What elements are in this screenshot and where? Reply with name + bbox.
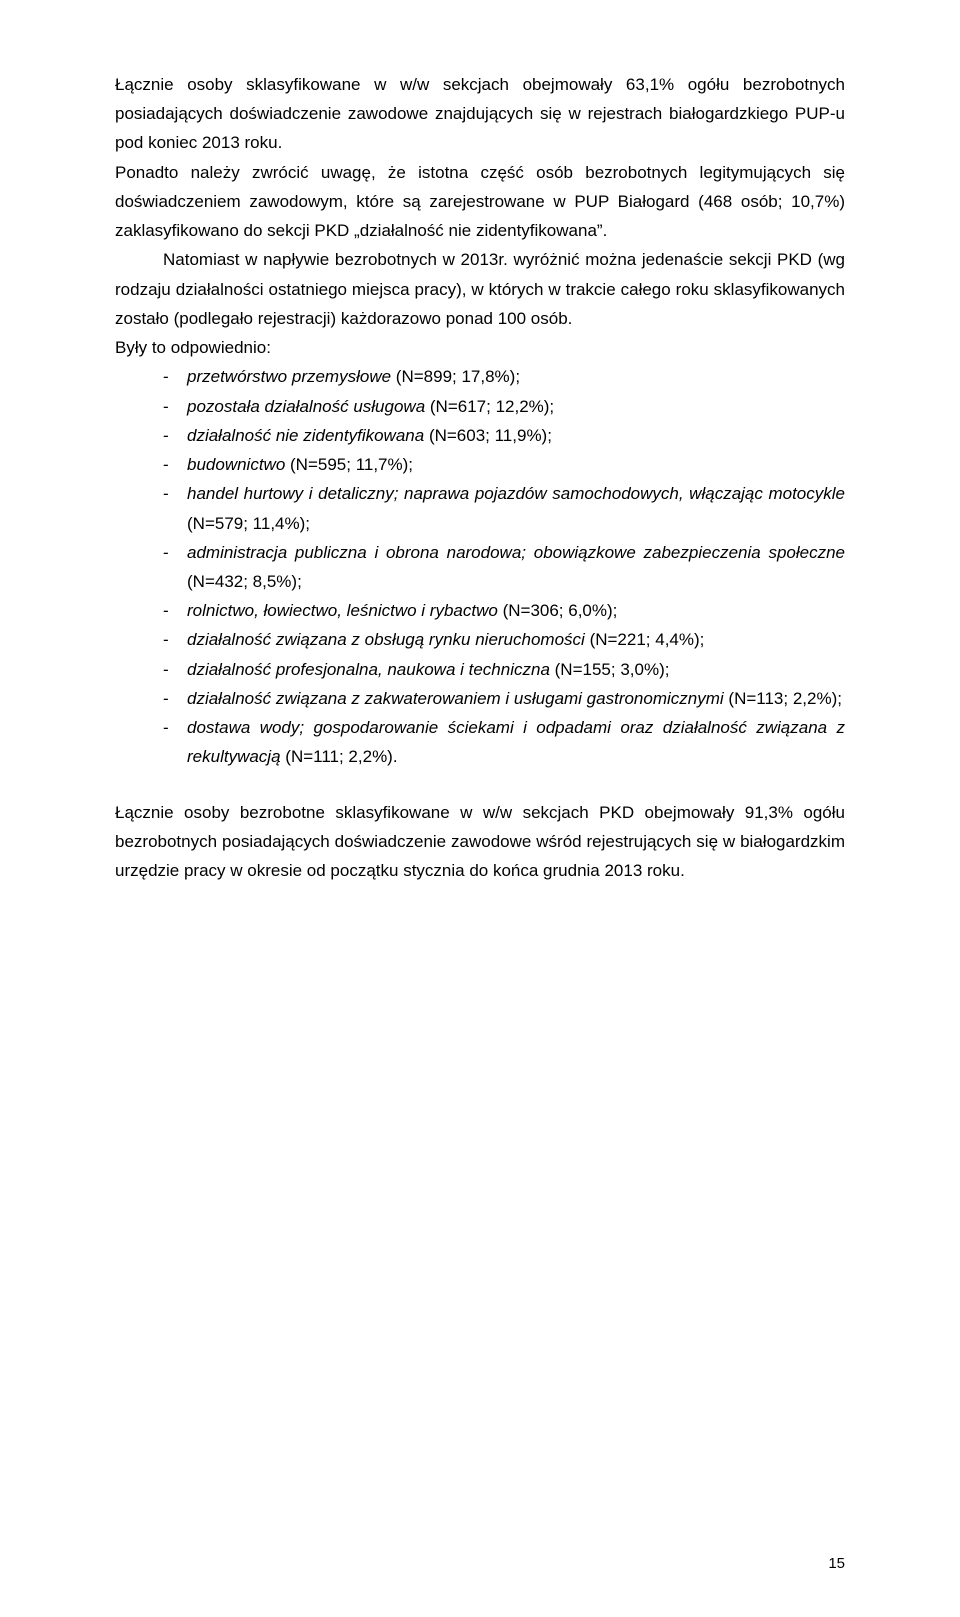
page-number: 15 xyxy=(828,1551,845,1577)
list-item: budownictwo (N=595; 11,7%); xyxy=(115,450,845,479)
list-item-label: pozostała działalność usługowa xyxy=(187,397,425,416)
paragraph-3: Natomiast w napływie bezrobotnych w 2013… xyxy=(115,245,845,333)
list-item: działalność związana z zakwaterowaniem i… xyxy=(115,684,845,713)
list-item: pozostała działalność usługowa (N=617; 1… xyxy=(115,392,845,421)
list-item: administracja publiczna i obrona narodow… xyxy=(115,538,845,596)
list-intro: Były to odpowiednio: xyxy=(115,333,845,362)
list-item-label: handel hurtowy i detaliczny; naprawa poj… xyxy=(187,484,845,503)
list-item: handel hurtowy i detaliczny; naprawa poj… xyxy=(115,479,845,537)
list-item-value: (N=579; 11,4%); xyxy=(187,514,310,533)
paragraph-4: Łącznie osoby bezrobotne sklasyfikowane … xyxy=(115,798,845,886)
list-item: rolnictwo, łowiectwo, leśnictwo i rybact… xyxy=(115,596,845,625)
list-item-value: (N=899; 17,8%); xyxy=(396,367,520,386)
list-item-label: rolnictwo, łowiectwo, leśnictwo i rybact… xyxy=(187,601,498,620)
list-item-label: budownictwo xyxy=(187,455,290,474)
list-item-label: działalność profesjonalna, naukowa i tec… xyxy=(187,660,550,679)
list-item: działalność związana z obsługą rynku nie… xyxy=(115,625,845,654)
list-item-value: (N=155; 3,0%); xyxy=(555,660,670,679)
list-item-value: (N=603; 11,9%); xyxy=(429,426,552,445)
list-item-label: administracja publiczna i obrona narodow… xyxy=(187,543,845,562)
list-item-label: działalność związana z zakwaterowaniem i… xyxy=(187,689,724,708)
list-item-value: (N=595; 11,7%); xyxy=(290,455,413,474)
paragraph-1: Łącznie osoby sklasyfikowane w w/w sekcj… xyxy=(115,70,845,158)
paragraph-2: Ponadto należy zwrócić uwagę, że istotna… xyxy=(115,158,845,246)
list-item: działalność profesjonalna, naukowa i tec… xyxy=(115,655,845,684)
list-item-label: działalność związana z obsługą rynku nie… xyxy=(187,630,585,649)
list-item-value: (N=306; 6,0%); xyxy=(503,601,618,620)
list-item: działalność nie zidentyfikowana (N=603; … xyxy=(115,421,845,450)
list-item-value: (N=432; 8,5%); xyxy=(187,572,302,591)
sector-list: przetwórstwo przemysłowe (N=899; 17,8%);… xyxy=(115,362,845,771)
list-item-value: (N=617; 12,2%); xyxy=(430,397,554,416)
list-item-label: przetwórstwo przemysłowe xyxy=(187,367,391,386)
list-item-label: działalność nie zidentyfikowana xyxy=(187,426,424,445)
list-item-value: (N=111; 2,2%). xyxy=(285,747,397,766)
list-item: przetwórstwo przemysłowe (N=899; 17,8%); xyxy=(115,362,845,391)
list-item: dostawa wody; gospodarowanie ściekami i … xyxy=(115,713,845,771)
list-item-value: (N=113; 2,2%); xyxy=(728,689,842,708)
list-item-value: (N=221; 4,4%); xyxy=(590,630,705,649)
